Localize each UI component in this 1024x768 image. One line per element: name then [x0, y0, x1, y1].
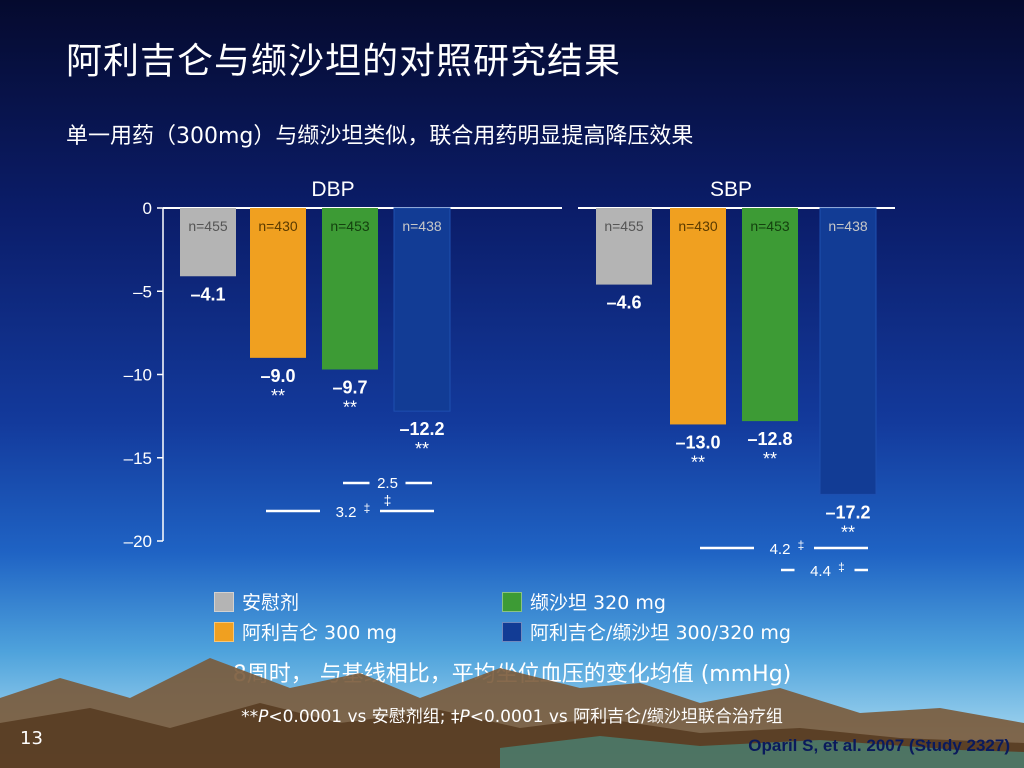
footnote-part-2: <0.0001 vs 阿利吉仑/缬沙坦联合治疗组 — [469, 707, 783, 727]
bar-n-label: n=438 — [828, 218, 868, 234]
comparison-dbp-2-mark: ‡ — [364, 501, 371, 515]
bar-value-label: –9.7 — [332, 378, 367, 398]
bar-value-label: –13.0 — [675, 432, 720, 452]
footnote: **P<0.0001 vs 安慰剂组; ‡P<0.0001 vs 阿利吉仑/缬沙… — [0, 702, 1024, 727]
legend-item-combination: 阿利吉仑/缬沙坦 300/320 mg — [502, 618, 791, 645]
legend-swatch-aliskiren — [214, 621, 234, 642]
comparison-sbp-2-label: 4.4 — [810, 563, 831, 580]
legend-item-placebo: 安慰剂 — [214, 588, 299, 615]
legend-label-placebo: 安慰剂 — [242, 592, 300, 614]
bar — [322, 208, 378, 370]
legend-item-aliskiren: 阿利吉仑 300 mg — [214, 618, 397, 645]
bar — [393, 207, 451, 412]
footnote-part-1: <0.0001 vs 安慰剂组; ‡ — [268, 707, 460, 727]
mountain-backdrop — [0, 658, 1024, 768]
y-tick-label: 0 — [143, 199, 152, 218]
footnote-p-letter-1: P — [258, 707, 269, 727]
slide-subtitle: 单一用药（300mg）与缬沙坦类似，联合用药明显提高降压效果 — [66, 124, 694, 149]
comparison-sbp-1-mark: ‡ — [798, 538, 805, 552]
footnote-p-letter-2: P — [459, 707, 470, 727]
bar-significance-mark: ** — [691, 452, 705, 472]
bar-value-label: –4.1 — [190, 284, 225, 304]
comparison-dbp-2-label: 3.2 — [336, 504, 357, 521]
legend-swatch-valsartan — [502, 591, 522, 612]
comparison-sbp-2-mark: ‡ — [838, 560, 845, 574]
slide-title: 阿利吉仑与缬沙坦的对照研究结果 — [66, 41, 622, 82]
slide-number: 13 — [20, 728, 43, 749]
legend-swatch-combination — [502, 621, 522, 642]
comparison-dbp-1-label: 2.5 — [377, 475, 398, 492]
group-label-sbp: SBP — [710, 178, 752, 201]
bar-n-label: n=455 — [188, 218, 228, 234]
y-tick-label: –20 — [124, 532, 152, 551]
legend-label-aliskiren: 阿利吉仑 300 mg — [242, 622, 397, 644]
bar-n-label: n=453 — [750, 218, 790, 234]
y-tick-label: –10 — [124, 366, 152, 385]
bar — [819, 207, 877, 495]
footnote-sig-mark: ** — [241, 707, 259, 727]
bar-value-label: –9.0 — [260, 366, 295, 386]
group-label-dbp: DBP — [311, 178, 354, 201]
bar-n-label: n=430 — [678, 218, 718, 234]
bar-n-label: n=438 — [402, 218, 442, 234]
bar-n-label: n=455 — [604, 218, 644, 234]
comparison-dbp-1-mark: ‡ — [384, 492, 392, 508]
bar-significance-mark: ** — [763, 449, 777, 469]
bar-value-label: –4.6 — [606, 293, 641, 313]
y-tick-label: –15 — [124, 449, 152, 468]
bar — [742, 208, 798, 422]
bar-n-label: n=430 — [258, 218, 298, 234]
bar — [180, 208, 236, 277]
bar-n-label: n=453 — [330, 218, 370, 234]
citation: Oparil S, et al. 2007 (Study 2327) — [748, 736, 1010, 755]
bar-value-label: –12.2 — [399, 419, 444, 439]
bar-value-label: –17.2 — [825, 502, 870, 522]
bar-significance-mark: ** — [415, 439, 429, 459]
bar-value-label: –12.8 — [747, 429, 792, 449]
bar-significance-mark: ** — [271, 386, 285, 406]
legend-item-valsartan: 缬沙坦 320 mg — [502, 588, 666, 615]
bar-significance-mark: ** — [841, 522, 855, 542]
y-tick-label: –5 — [133, 282, 152, 301]
legend-swatch-placebo — [214, 591, 234, 612]
bar — [596, 208, 652, 285]
legend-label-valsartan: 缬沙坦 320 mg — [530, 592, 666, 614]
legend-label-combination: 阿利吉仑/缬沙坦 300/320 mg — [530, 622, 791, 644]
bar — [670, 208, 726, 425]
bar — [250, 208, 306, 358]
comparison-sbp-1-label: 4.2 — [770, 541, 791, 558]
bar-significance-mark: ** — [343, 398, 357, 418]
